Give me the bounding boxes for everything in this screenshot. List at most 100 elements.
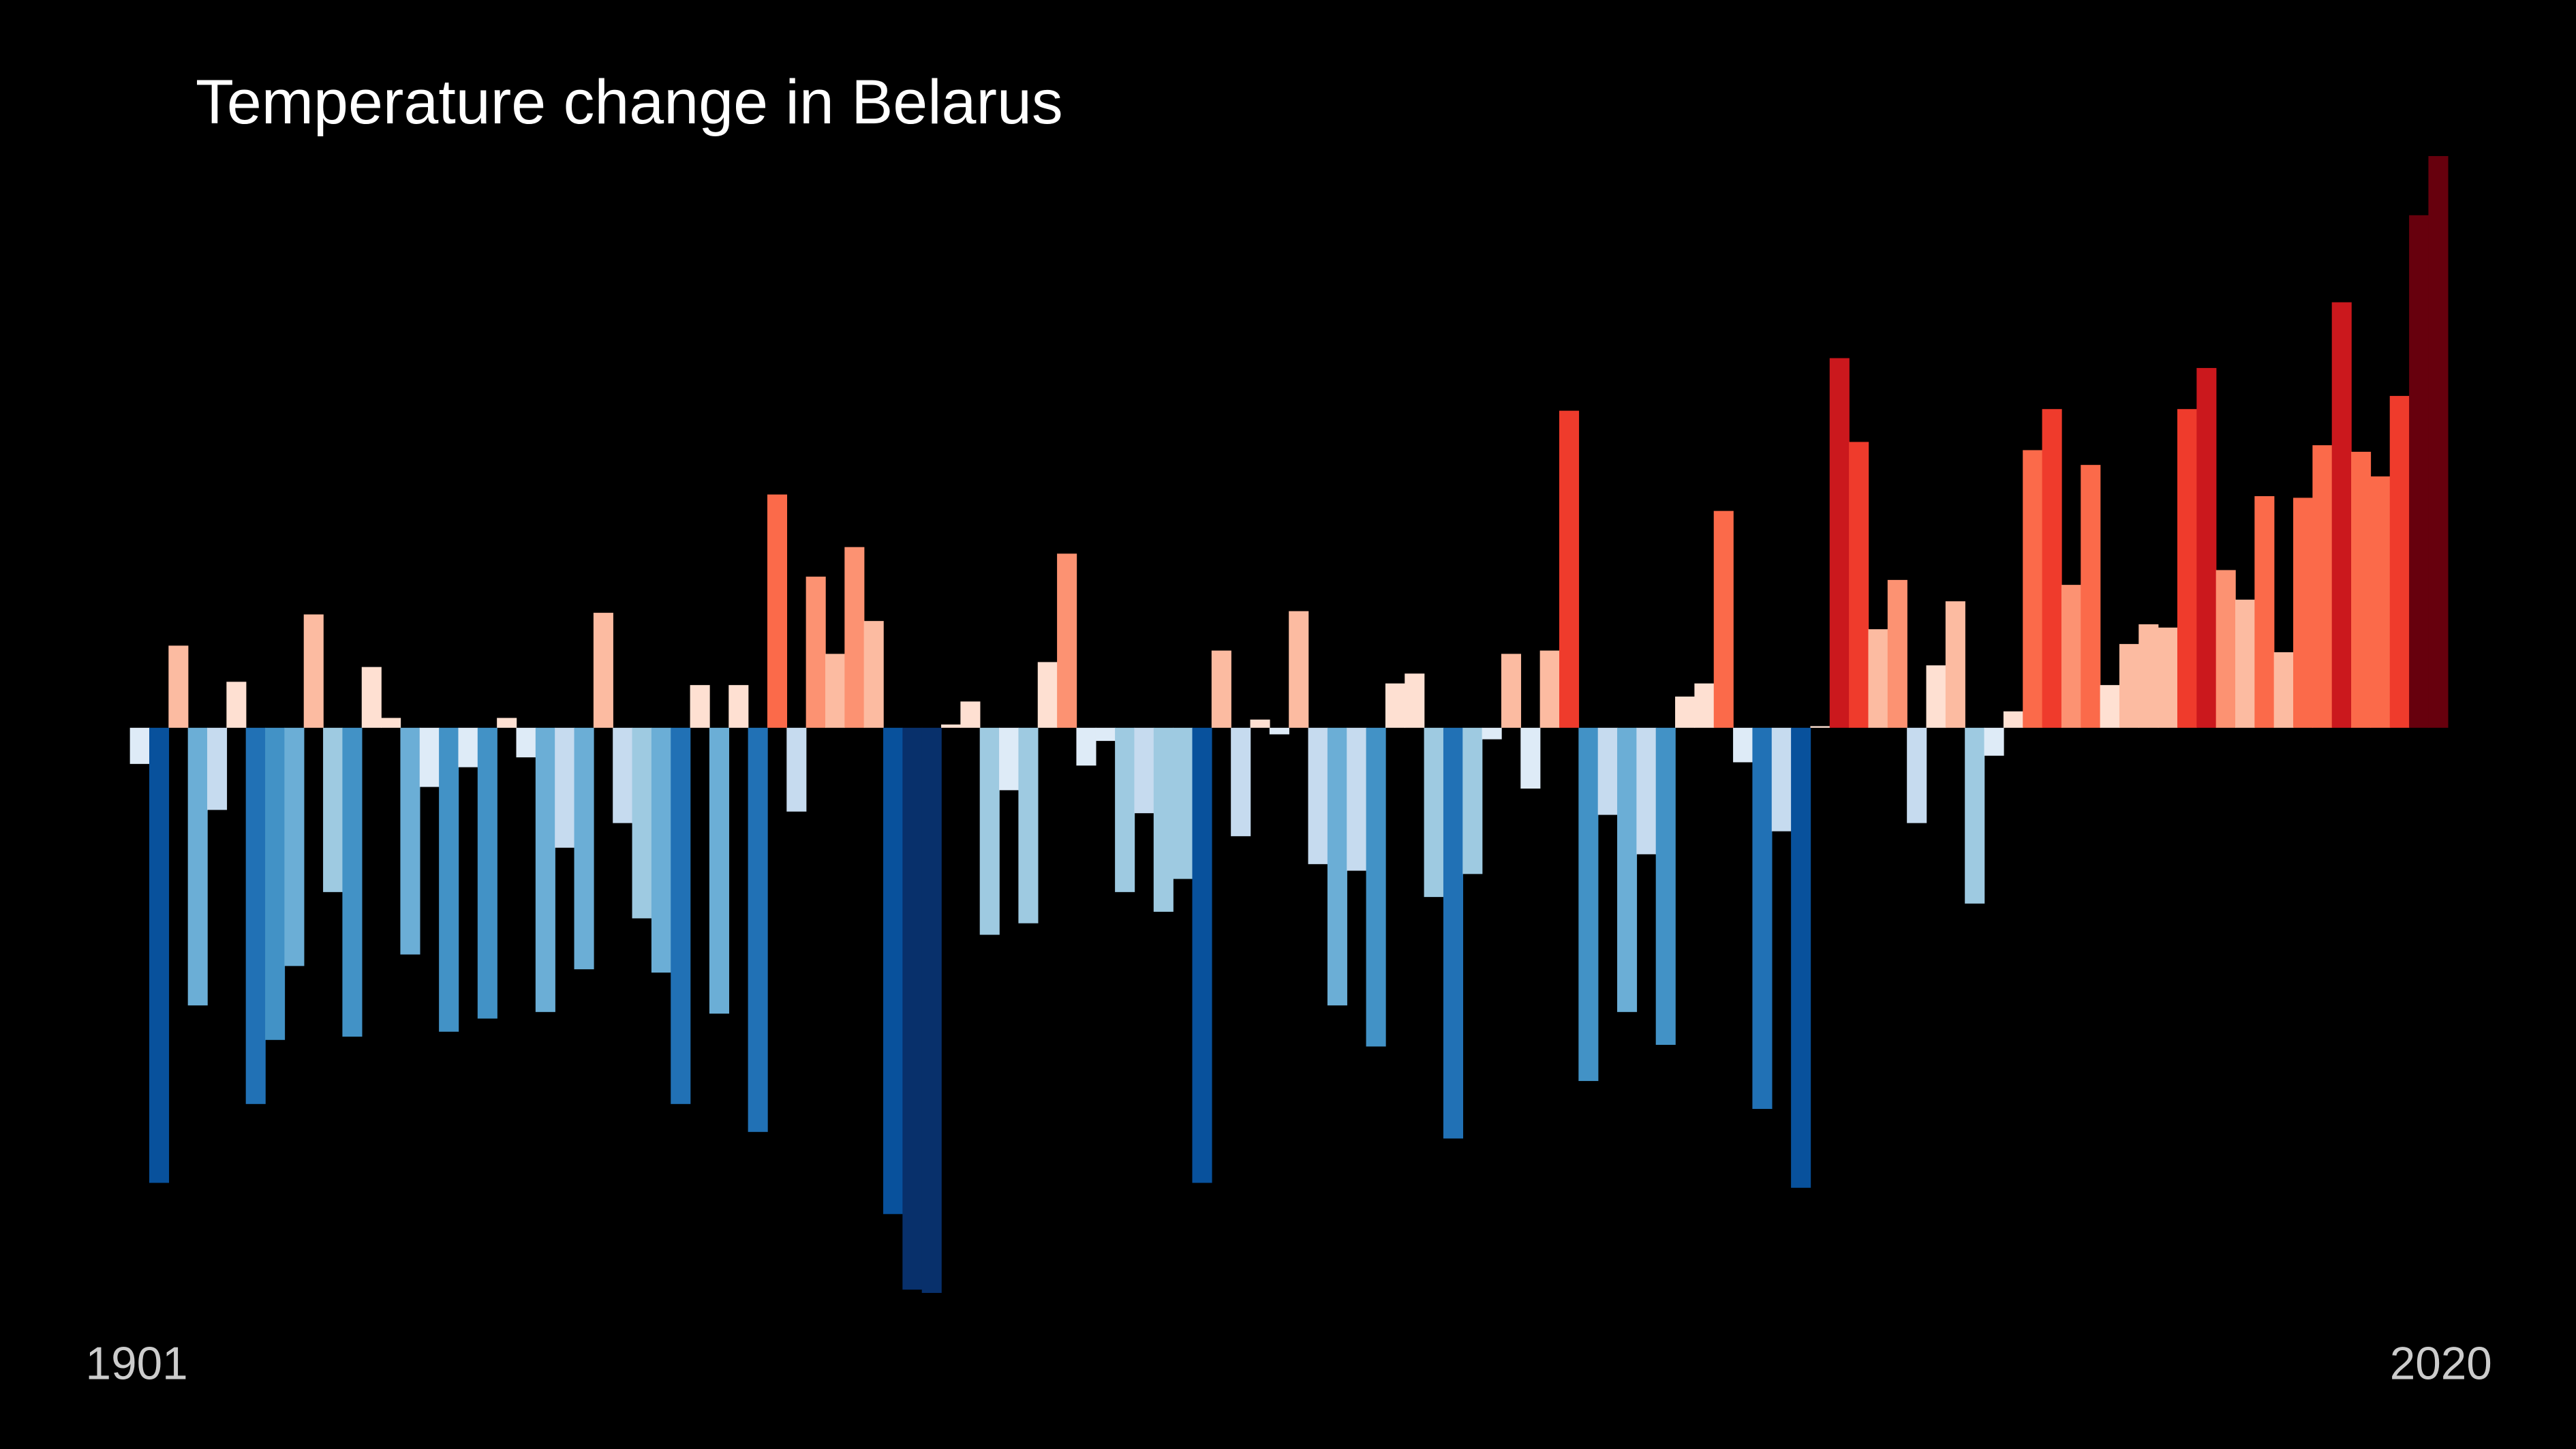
bar xyxy=(825,654,846,728)
bar xyxy=(1327,727,1347,1006)
bar xyxy=(1559,410,1580,728)
bar xyxy=(2273,652,2294,728)
bar xyxy=(1539,650,1560,728)
bar xyxy=(1018,727,1039,924)
bar xyxy=(2235,599,2256,728)
bar xyxy=(748,727,768,1132)
bar xyxy=(1829,358,1850,728)
bar xyxy=(1713,510,1734,728)
bar xyxy=(207,727,228,810)
bar xyxy=(1289,611,1309,728)
bar xyxy=(149,727,170,1183)
bar xyxy=(1443,727,1464,1139)
bar xyxy=(361,667,382,728)
bar xyxy=(1501,654,1522,728)
bar xyxy=(535,727,555,1012)
bar xyxy=(863,621,884,728)
bar xyxy=(767,494,788,728)
bar xyxy=(1733,727,1753,763)
bar xyxy=(1675,697,1696,728)
bar xyxy=(2254,495,2275,728)
bar xyxy=(1965,727,1985,904)
bar xyxy=(613,727,633,823)
bar xyxy=(1520,727,1541,789)
bar xyxy=(1153,727,1174,912)
bar xyxy=(1462,727,1483,874)
bar xyxy=(2119,643,2140,728)
bar xyxy=(1115,727,1135,892)
bar xyxy=(1791,727,1811,1188)
bar xyxy=(1424,727,1444,898)
bar xyxy=(419,727,440,787)
bar xyxy=(806,577,826,728)
bar xyxy=(1617,727,1638,1012)
bar xyxy=(1211,650,1231,728)
bar xyxy=(786,727,807,812)
bar xyxy=(1347,727,1367,871)
bar xyxy=(1655,727,1676,1046)
bar xyxy=(1269,727,1289,735)
bar xyxy=(1868,629,1888,728)
bar xyxy=(303,614,324,728)
bar xyxy=(1752,727,1773,1110)
bar xyxy=(2003,711,2023,728)
bar xyxy=(2389,395,2410,728)
bar xyxy=(960,701,981,728)
bar xyxy=(941,724,962,728)
bar xyxy=(1405,673,1425,728)
bar xyxy=(574,727,594,970)
bar xyxy=(168,645,189,728)
bar xyxy=(632,727,652,919)
bar xyxy=(2158,627,2178,728)
bar xyxy=(2215,570,2236,728)
bar xyxy=(1173,727,1193,879)
bar xyxy=(844,547,865,728)
bar xyxy=(2061,585,2081,728)
bar xyxy=(671,727,691,1104)
bar xyxy=(1057,553,1077,728)
bar xyxy=(2312,445,2333,728)
bar xyxy=(1636,727,1657,855)
bar xyxy=(1810,726,1830,728)
bar xyxy=(2409,215,2429,728)
bar xyxy=(709,727,729,1014)
bar xyxy=(1694,683,1715,728)
bar xyxy=(1308,727,1328,864)
bar xyxy=(2351,451,2372,728)
bar xyxy=(1076,727,1097,766)
bar xyxy=(2428,155,2449,728)
bar xyxy=(729,685,749,728)
bar xyxy=(2138,624,2159,728)
bar xyxy=(902,727,923,1290)
x-tick-label: 2020 xyxy=(2390,1338,2492,1389)
bar xyxy=(265,727,286,1040)
chart-title: Temperature change in Belarus xyxy=(196,67,1063,137)
bar xyxy=(342,727,363,1037)
bar xyxy=(2331,302,2352,728)
bar xyxy=(1134,727,1154,814)
bar xyxy=(555,727,575,848)
bar xyxy=(516,727,536,758)
bar xyxy=(381,718,401,728)
bar xyxy=(226,682,247,728)
bar xyxy=(651,727,671,973)
bar xyxy=(2023,450,2043,728)
bar xyxy=(999,727,1019,791)
bar xyxy=(2196,367,2217,728)
bar xyxy=(497,718,517,728)
bar xyxy=(187,727,208,1006)
bar xyxy=(1385,683,1405,728)
bar xyxy=(284,727,305,966)
bar xyxy=(593,613,613,728)
bar xyxy=(1250,719,1270,728)
bar xyxy=(2081,465,2101,728)
bar xyxy=(2370,476,2391,728)
bar xyxy=(1926,665,1946,728)
bar xyxy=(1192,727,1212,1183)
bar xyxy=(2042,409,2062,728)
bar xyxy=(1578,727,1599,1082)
bar xyxy=(245,727,266,1104)
bar xyxy=(690,685,710,728)
bar xyxy=(1945,601,1965,728)
